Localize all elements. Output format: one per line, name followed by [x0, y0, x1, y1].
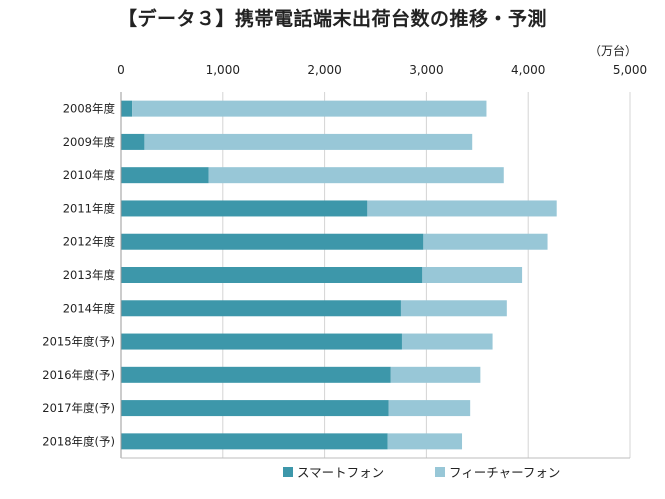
bar-feature-phone [400, 300, 507, 317]
y-category-label: 2018年度(予) [42, 434, 115, 448]
y-category-label: 2016年度(予) [42, 368, 115, 382]
y-category-label: 2011年度 [63, 201, 116, 215]
bar-feature-phone [208, 167, 504, 184]
legend-swatch-smartphone [283, 467, 293, 477]
bar-smartphone [121, 366, 391, 383]
bar-smartphone [121, 233, 424, 250]
y-category-label: 2012年度 [63, 235, 116, 249]
unit-label: （万台） [588, 44, 637, 58]
bar-feature-phone [144, 133, 473, 150]
chart-title: 【データ３】携帯電話端末出荷台数の推移・予測 [117, 8, 547, 30]
bar-feature-phone [422, 267, 523, 283]
y-category-label: 2009年度 [63, 135, 116, 149]
legend: スマートフォン フィーチャーフォン [283, 465, 560, 480]
y-category-label: 2010年度 [63, 168, 116, 182]
bar-feature-phone [390, 366, 481, 383]
y-category-label: 2017年度(予) [42, 401, 115, 415]
bar-smartphone [121, 300, 401, 317]
x-tick-label: 2,000 [307, 63, 341, 77]
bar-smartphone [121, 433, 388, 450]
bar-smartphone [121, 167, 209, 184]
bar-smartphone [121, 333, 402, 350]
bar-smartphone [121, 200, 368, 217]
legend-label-smartphone: スマートフォン [297, 465, 384, 480]
y-category-label: 2015年度(予) [42, 335, 115, 349]
x-tick-label: 3,000 [409, 63, 443, 77]
x-tick-label: 1,000 [206, 63, 240, 77]
y-category-label: 2013年度 [63, 268, 116, 282]
bar-smartphone [121, 400, 389, 417]
x-tick-label: 0 [117, 63, 125, 77]
bar-feature-phone [387, 433, 463, 450]
x-tick-label: 5,000 [613, 63, 647, 77]
bar-feature-phone [401, 333, 493, 350]
bar-feature-phone [367, 200, 557, 217]
legend-label-feature-phone: フィーチャーフォン [449, 465, 560, 480]
axes: 0 1,000 2,000 3,000 4,000 5,000 2008年度 2009年度 20… [42, 63, 647, 459]
bar-smartphone [121, 133, 145, 150]
bar-smartphone [121, 100, 133, 117]
bar-feature-phone [388, 400, 471, 417]
bar-feature-phone [423, 233, 548, 250]
bar-smartphone [121, 267, 423, 283]
y-category-label: 2008年度 [63, 102, 116, 116]
bars [121, 100, 557, 450]
bar-feature-phone [132, 100, 487, 117]
legend-swatch-feature-phone [435, 467, 445, 477]
y-category-label: 2014年度 [63, 301, 116, 315]
x-tick-label: 4,000 [511, 63, 545, 77]
